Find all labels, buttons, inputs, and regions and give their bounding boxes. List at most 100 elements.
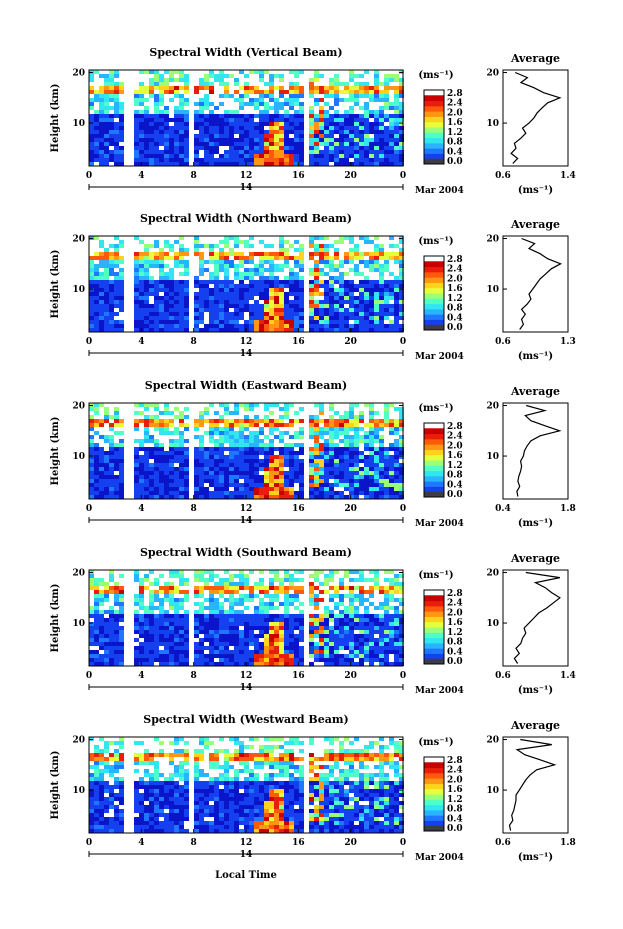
heatmap-cell: [334, 483, 339, 487]
average-xlabel: (ms⁻¹): [518, 518, 553, 529]
heatmap-cell: [119, 829, 124, 833]
heatmap-cell: [234, 658, 239, 662]
heatmap-cell: [114, 150, 119, 154]
heatmap-cell: [109, 98, 114, 102]
heatmap-cell: [369, 419, 374, 423]
heatmap-cell: [284, 308, 289, 312]
heatmap-cell: [324, 630, 329, 634]
heatmap-cell: [309, 487, 314, 491]
heatmap-cell: [99, 252, 104, 256]
heatmap-cell: [264, 70, 269, 74]
heatmap-cell: [154, 479, 159, 483]
heatmap-cell: [364, 463, 369, 467]
heatmap-cell: [99, 630, 104, 634]
heatmap-cell: [319, 126, 324, 130]
heatmap-cell: [89, 70, 94, 74]
heatmap-cell: [344, 284, 349, 288]
heatmap-cell: [399, 272, 404, 276]
heatmap-cell: [329, 650, 334, 654]
heatmap-cell: [269, 316, 274, 320]
heatmap-cell: [164, 70, 169, 74]
heatmap-cell: [319, 467, 324, 471]
heatmap-cell: [139, 403, 144, 407]
heatmap-cell: [159, 110, 164, 114]
heatmap-cell: [329, 463, 334, 467]
heatmap-cell: [174, 320, 179, 324]
heatmap-cell: [139, 118, 144, 122]
x-tick-label: 8: [191, 337, 197, 347]
heatmap-cell: [399, 260, 404, 264]
colorbar-frame: [423, 589, 445, 665]
heatmap-cell: [194, 146, 199, 150]
heatmap-cell: [149, 630, 154, 634]
heatmap-cell: [139, 110, 144, 114]
heatmap-cell: [274, 106, 279, 110]
heatmap-cell: [169, 284, 174, 288]
heatmap-cell: [294, 475, 299, 479]
heatmap-cell: [104, 467, 109, 471]
heatmap-cell: [399, 328, 404, 332]
heatmap-cell: [104, 797, 109, 801]
heatmap-cell: [259, 316, 264, 320]
heatmap-cell: [359, 260, 364, 264]
heatmap-cell: [284, 403, 289, 407]
heatmap-cell: [159, 630, 164, 634]
heatmap-cell: [379, 118, 384, 122]
heatmap-cell: [139, 634, 144, 638]
heatmap-cell: [239, 272, 244, 276]
heatmap-cell: [349, 236, 354, 240]
heatmap-cell: [364, 122, 369, 126]
heatmap-cell: [344, 280, 349, 284]
heatmap-cell: [174, 642, 179, 646]
heatmap-cell: [169, 244, 174, 248]
heatmap-cell: [169, 606, 174, 610]
y-tick-label: 20: [72, 569, 85, 579]
heatmap-cell: [379, 276, 384, 280]
heatmap-cell: [364, 403, 369, 407]
heatmap-cell: [234, 598, 239, 602]
heatmap-cell: [114, 134, 119, 138]
heatmap-cell: [219, 252, 224, 256]
heatmap-cell: [314, 276, 319, 280]
heatmap-cell: [349, 447, 354, 451]
heatmap-cell: [94, 312, 99, 316]
panel-title: Spectral Width (Westward Beam): [143, 713, 348, 726]
heatmap-cell: [99, 240, 104, 244]
heatmap-cell: [369, 638, 374, 642]
heatmap-cell: [89, 288, 94, 292]
heatmap-cell: [374, 658, 379, 662]
heatmap-cell: [349, 630, 354, 634]
heatmap-cell: [389, 280, 394, 284]
heatmap-cell: [259, 158, 264, 162]
x-tick-label: 8: [191, 504, 197, 514]
heatmap-cell: [299, 138, 304, 142]
heatmap-cell: [274, 292, 279, 296]
heatmap-cell: [179, 419, 184, 423]
colorbar-swatch: [424, 277, 444, 283]
heatmap-cell: [344, 586, 349, 590]
heatmap-cell: [99, 320, 104, 324]
heatmap-cell: [234, 586, 239, 590]
heatmap-cell: [284, 102, 289, 106]
heatmap-cell: [154, 130, 159, 134]
heatmap-cell: [184, 590, 189, 594]
x-tick-label: 20: [344, 671, 357, 681]
heatmap-cell: [169, 654, 174, 658]
heatmap-cell: [94, 268, 99, 272]
heatmap-cell: [234, 110, 239, 114]
heatmap-cell: [134, 288, 139, 292]
heatmap-cell: [324, 443, 329, 447]
heatmap-cell: [379, 475, 384, 479]
heatmap-cell: [259, 487, 264, 491]
heatmap-cell: [229, 288, 234, 292]
heatmap-cell: [219, 483, 224, 487]
heatmap-cell: [374, 479, 379, 483]
heatmap-cell: [209, 463, 214, 467]
heatmap-cell: [239, 126, 244, 130]
heatmap-cell: [274, 284, 279, 288]
heatmap-cell: [259, 130, 264, 134]
heatmap-cell: [244, 459, 249, 463]
colorbar-swatch: [424, 460, 444, 466]
heatmap-cell: [399, 479, 404, 483]
